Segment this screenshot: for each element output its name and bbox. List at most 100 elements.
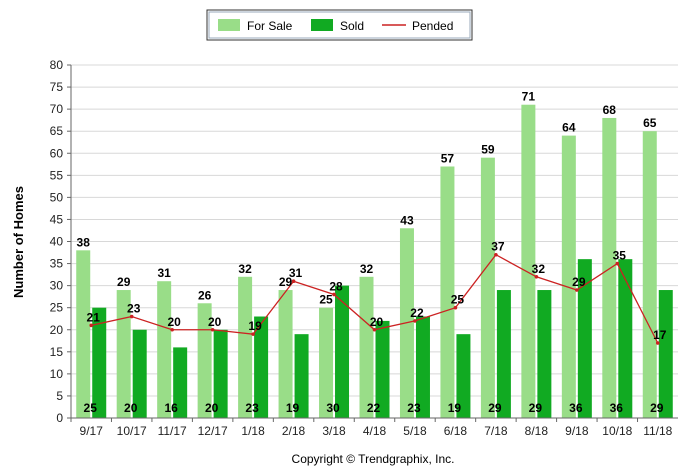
data-label-pended: 23	[127, 302, 141, 316]
data-label-pended: 28	[329, 279, 343, 293]
data-label-for-sale: 32	[360, 262, 374, 276]
x-tick-label: 12/17	[198, 424, 228, 438]
x-axis: 9/17 10/17 11/17 12/17 1/18 2/18 3/18 4/18 5/18 6…	[70, 417, 678, 438]
data-label-sold: 23	[407, 401, 421, 415]
bar-sold	[132, 329, 147, 418]
y-tick-label: 15	[50, 345, 64, 359]
y-tick-label: 50	[50, 190, 64, 204]
x-tick-label: 4/18	[363, 424, 387, 438]
pended-point	[89, 323, 94, 328]
x-tick-label: 5/18	[403, 424, 427, 438]
y-tick-label: 30	[50, 279, 64, 293]
x-tick-label: 7/18	[484, 424, 508, 438]
y-tick-label: 45	[50, 212, 64, 226]
bar-sold	[496, 290, 511, 418]
x-tick-label: 8/18	[525, 424, 549, 438]
data-label-for-sale: 43	[400, 213, 414, 227]
y-tick-label: 20	[50, 323, 64, 337]
data-label-sold: 23	[245, 401, 259, 415]
bar-sold	[415, 316, 430, 418]
y-tick-label: 80	[50, 58, 64, 72]
bar-sold	[335, 285, 350, 418]
y-axis-label: Number of Homes	[11, 186, 26, 298]
pended-point	[534, 275, 539, 279]
bar-for-sale	[561, 135, 576, 418]
data-label-sold: 19	[448, 401, 462, 415]
y-tick-label: 35	[50, 257, 64, 271]
data-label-for-sale: 31	[157, 266, 171, 280]
y-tick-label: 0	[56, 411, 63, 425]
x-tick-label: 6/18	[444, 424, 468, 438]
bar-for-sale	[319, 307, 334, 418]
bar-for-sale	[602, 117, 617, 418]
bar-for-sale	[359, 276, 374, 418]
pended-point	[413, 319, 417, 323]
bar-sold	[456, 334, 471, 418]
bar-for-sale	[116, 290, 131, 418]
y-tick-label: 55	[50, 168, 64, 182]
legend-swatch-for-sale	[218, 19, 240, 31]
data-label-sold: 20	[205, 401, 219, 415]
pended-point	[210, 327, 215, 332]
legend-swatch-sold	[311, 19, 333, 31]
pended-point	[251, 332, 255, 336]
y-tick-label: 75	[50, 80, 64, 94]
data-label-sold: 29	[529, 401, 543, 415]
data-label-sold: 36	[569, 401, 583, 415]
data-label-sold: 29	[488, 401, 502, 415]
pended-point	[494, 252, 498, 257]
data-label-for-sale: 26	[198, 288, 212, 302]
data-label-pended: 35	[613, 249, 627, 263]
bar-for-sale	[480, 157, 495, 418]
data-label-pended: 37	[491, 240, 505, 254]
pended-point	[129, 314, 134, 319]
bar-sold	[213, 329, 228, 418]
pended-point	[372, 327, 377, 332]
y-tick-label: 60	[50, 146, 64, 160]
data-label-for-sale: 57	[441, 151, 455, 165]
data-label-pended: 32	[532, 262, 546, 276]
data-label-sold: 16	[164, 401, 178, 415]
pended-point	[615, 261, 620, 266]
y-tick-label: 10	[50, 367, 64, 381]
bar-sold	[375, 320, 390, 418]
data-label-sold: 22	[367, 401, 381, 415]
legend-label-pended: Pended	[412, 19, 453, 33]
bar-for-sale	[238, 276, 253, 418]
legend: For Sale Sold Pended	[206, 9, 473, 41]
data-label-pended: 17	[653, 328, 667, 342]
data-label-for-sale: 29	[117, 275, 131, 289]
data-label-pended: 19	[248, 319, 262, 333]
x-tick-label: 10/17	[117, 424, 147, 438]
bar-sold	[618, 259, 633, 418]
pended-point	[332, 292, 336, 297]
bar-for-sale	[157, 281, 172, 418]
y-axis: 0 5 10 15 20 25 30 35 40 45 50 55 60 65 70 75 80	[50, 58, 72, 425]
pended-point	[170, 327, 174, 332]
legend-label-for-sale: For Sale	[247, 19, 293, 33]
y-tick-label: 70	[50, 102, 64, 116]
pended-point	[655, 341, 660, 345]
x-tick-label: 9/17	[80, 424, 104, 438]
data-label-for-sale: 65	[643, 116, 657, 130]
x-tick-label: 3/18	[322, 424, 346, 438]
x-tick-label: 11/18	[643, 424, 672, 438]
bar-for-sale	[76, 250, 91, 418]
bar-for-sale	[440, 166, 455, 418]
pended-point	[453, 305, 458, 310]
x-tick-label: 1/18	[241, 424, 265, 438]
data-label-for-sale: 29	[279, 275, 293, 289]
data-label-sold: 25	[84, 401, 98, 415]
y-tick-label: 5	[56, 389, 63, 403]
data-label-for-sale: 64	[562, 121, 576, 135]
bar-for-sale	[521, 104, 536, 419]
y-tick-label: 25	[50, 301, 64, 315]
data-label-sold: 20	[124, 401, 138, 415]
data-labels: 38 25 29 20 31 16 26 20 32 23 29 19 25 30 32 22 43 23 57 19…	[77, 90, 667, 415]
data-label-sold: 29	[650, 401, 664, 415]
data-label-pended: 29	[572, 275, 586, 289]
data-label-for-sale: 68	[603, 103, 617, 117]
legend-label-sold: Sold	[340, 19, 364, 33]
data-label-for-sale: 59	[481, 143, 495, 157]
